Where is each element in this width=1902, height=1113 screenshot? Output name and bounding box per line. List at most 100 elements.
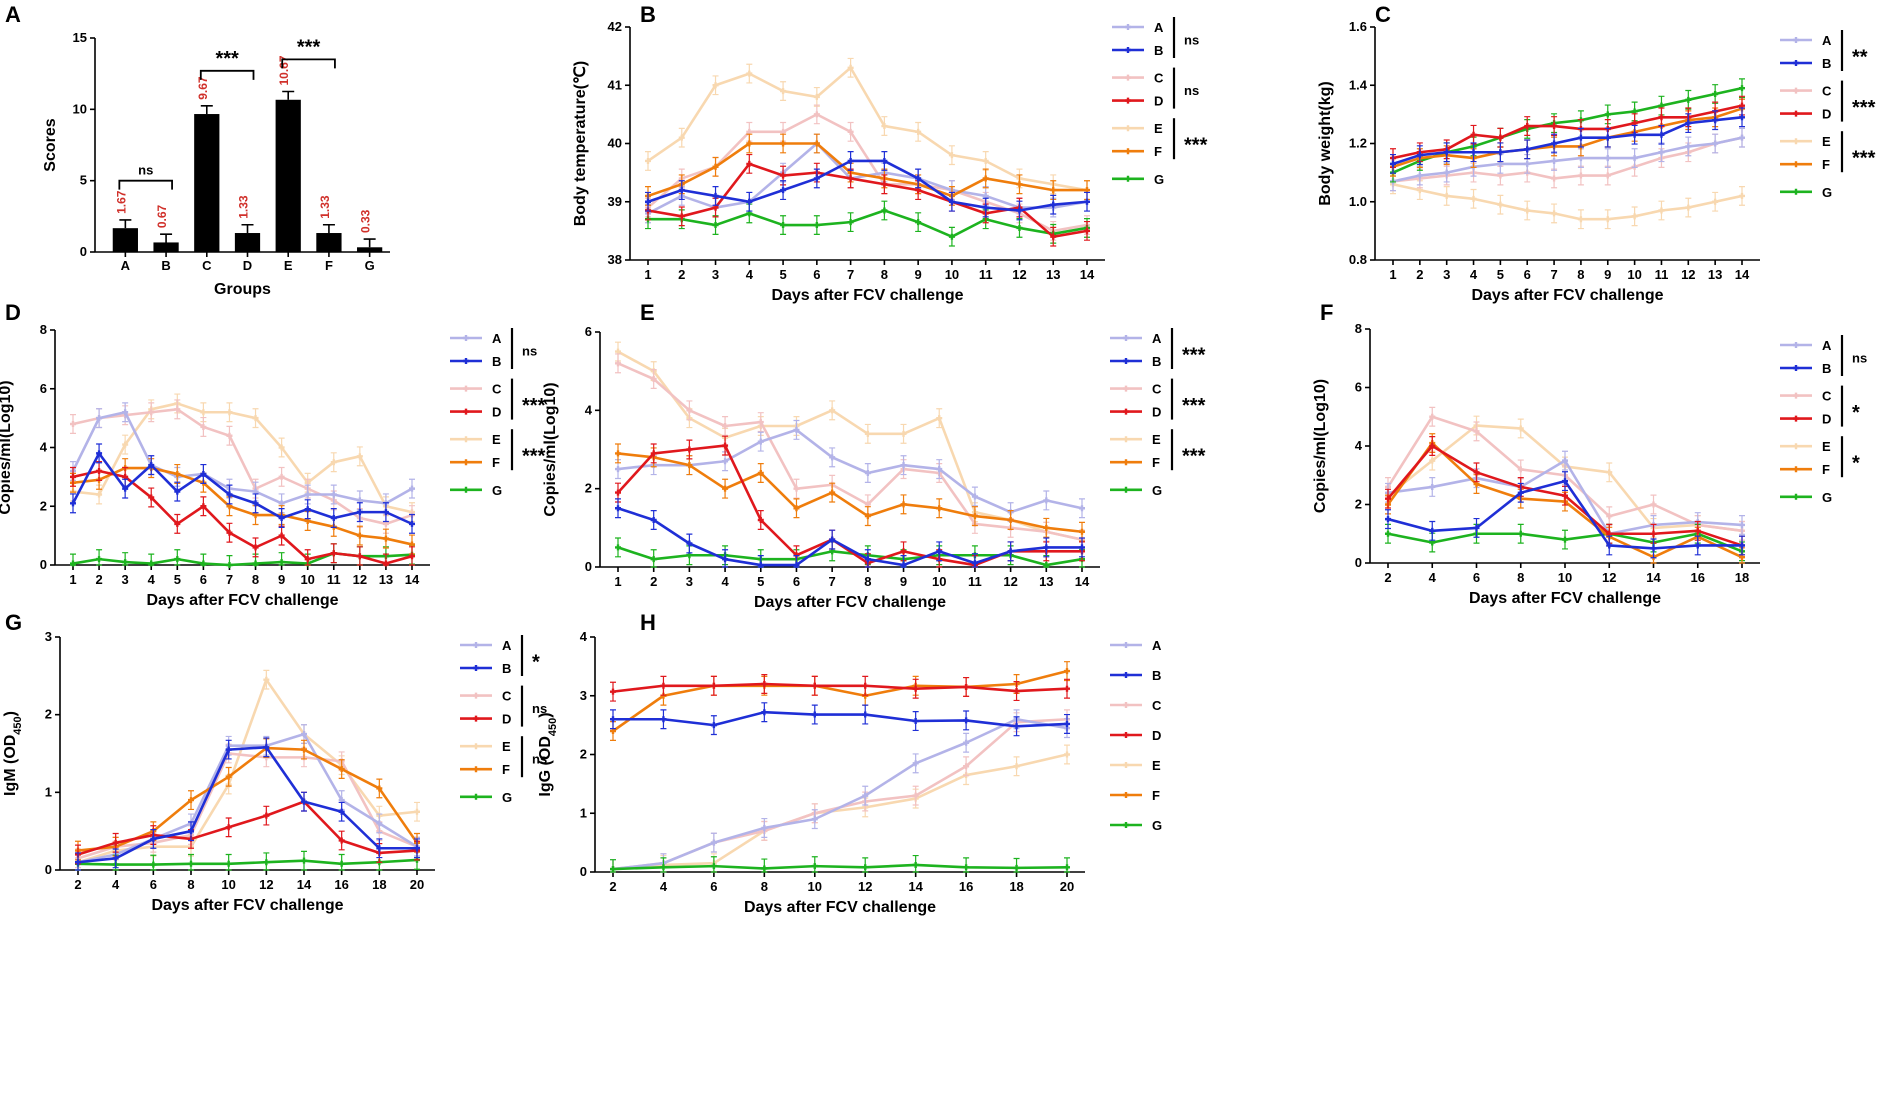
legend-label-D: D bbox=[1152, 405, 1161, 420]
legend-marker-B bbox=[463, 358, 469, 364]
data-point bbox=[1631, 131, 1638, 138]
legend-marker-G bbox=[1125, 175, 1131, 182]
data-point bbox=[650, 450, 657, 457]
data-point bbox=[278, 532, 285, 539]
data-point bbox=[710, 682, 717, 689]
legend-marker-G bbox=[1123, 486, 1129, 493]
data-point bbox=[650, 517, 657, 523]
x-tick-label: 14 bbox=[1735, 267, 1750, 282]
y-axis-title-end: ) bbox=[537, 712, 554, 717]
data-point bbox=[829, 536, 836, 543]
data-point bbox=[1013, 688, 1020, 695]
data-point bbox=[1497, 149, 1504, 156]
data-point bbox=[226, 491, 233, 498]
data-point bbox=[1658, 207, 1665, 214]
data-point bbox=[263, 676, 270, 683]
legend-significance-label: *** bbox=[522, 446, 546, 468]
data-point bbox=[793, 505, 800, 512]
series-line-D bbox=[1392, 104, 1743, 160]
data-point bbox=[864, 430, 871, 437]
data-point bbox=[813, 93, 820, 100]
x-tick-label: 7 bbox=[1550, 267, 1557, 282]
legend-marker-A bbox=[463, 335, 469, 341]
data-point bbox=[150, 835, 157, 842]
legend-label-D: D bbox=[1154, 94, 1163, 109]
data-point bbox=[1043, 524, 1050, 531]
x-tick-label: 18 bbox=[1735, 570, 1749, 585]
series-line-A bbox=[617, 428, 1083, 514]
series-line-C bbox=[647, 113, 1088, 233]
data-point bbox=[829, 489, 836, 496]
legend-label-A: A bbox=[1822, 338, 1832, 353]
x-tick-label: 8 bbox=[1517, 570, 1524, 585]
bar-value-label-D: 1.33 bbox=[237, 195, 251, 219]
y-tick-label: 42 bbox=[608, 19, 622, 34]
data-point bbox=[301, 731, 307, 738]
y-axis-title: Copies/ml(Log10) bbox=[542, 382, 559, 516]
legend-significance-label: ns bbox=[522, 344, 537, 359]
data-point bbox=[1524, 146, 1531, 153]
data-point bbox=[1658, 131, 1665, 138]
series-G bbox=[615, 537, 1085, 569]
x-tick-label-D: D bbox=[243, 258, 252, 273]
x-axis-title: Days after FCV challenge bbox=[151, 897, 343, 914]
data-point bbox=[1390, 160, 1396, 167]
y-axis-title: Body weight(kg) bbox=[1317, 81, 1334, 205]
series-F bbox=[1390, 98, 1745, 177]
legend-marker-B bbox=[1793, 365, 1799, 371]
data-point bbox=[1064, 668, 1070, 675]
legend-significance-label: ns bbox=[1184, 83, 1199, 98]
data-point bbox=[150, 861, 157, 868]
x-tick-label: 8 bbox=[187, 877, 194, 892]
data-point bbox=[963, 763, 970, 770]
x-axis-title: Days after FCV challenge bbox=[771, 287, 963, 304]
data-point bbox=[686, 462, 693, 469]
series-E bbox=[615, 341, 1085, 550]
legend-marker-B bbox=[1123, 672, 1129, 678]
data-point bbox=[330, 459, 337, 466]
data-point bbox=[1013, 864, 1020, 871]
data-point bbox=[948, 233, 955, 240]
data-point bbox=[1470, 195, 1477, 202]
x-tick-label: 5 bbox=[757, 574, 764, 589]
data-point bbox=[900, 562, 907, 569]
data-point bbox=[1551, 140, 1558, 147]
data-point bbox=[722, 458, 729, 465]
data-point bbox=[936, 505, 943, 512]
x-tick-label: 20 bbox=[410, 877, 424, 892]
data-point bbox=[780, 88, 787, 95]
legend-marker-C bbox=[1123, 385, 1129, 392]
legend-label-C: C bbox=[1152, 698, 1162, 713]
data-point bbox=[1043, 544, 1050, 551]
x-tick-label: 3 bbox=[712, 267, 719, 282]
legend-significance-label: ns bbox=[1184, 33, 1199, 48]
data-point bbox=[1050, 187, 1057, 194]
data-point bbox=[615, 544, 621, 551]
legend-label-E: E bbox=[1152, 432, 1161, 447]
data-point bbox=[356, 532, 363, 539]
x-tick-label: 14 bbox=[1646, 570, 1661, 585]
data-point bbox=[963, 739, 970, 746]
x-tick-label: 8 bbox=[252, 572, 259, 587]
data-point bbox=[862, 711, 869, 718]
legend-marker-G bbox=[463, 486, 469, 493]
legend-marker-E bbox=[473, 743, 479, 750]
y-tick-label: 6 bbox=[585, 324, 592, 339]
legend-label-D: D bbox=[492, 405, 501, 420]
legend-marker-D bbox=[473, 715, 479, 722]
error-bar-B bbox=[160, 233, 173, 243]
series-line-F bbox=[612, 669, 1068, 733]
data-point bbox=[722, 556, 729, 563]
x-tick-label: 12 bbox=[1602, 570, 1616, 585]
panel-letter-G: G bbox=[5, 610, 22, 635]
data-point bbox=[1658, 114, 1665, 121]
legend-marker-F bbox=[1123, 459, 1129, 466]
series-B bbox=[1390, 107, 1745, 174]
data-point bbox=[1385, 530, 1391, 537]
data-point bbox=[96, 556, 103, 563]
data-point bbox=[376, 820, 383, 827]
data-point bbox=[948, 198, 955, 205]
legend: AB *** CD *** EF *** G bbox=[1110, 328, 1206, 498]
data-point bbox=[1685, 120, 1692, 127]
data-point bbox=[722, 423, 729, 429]
